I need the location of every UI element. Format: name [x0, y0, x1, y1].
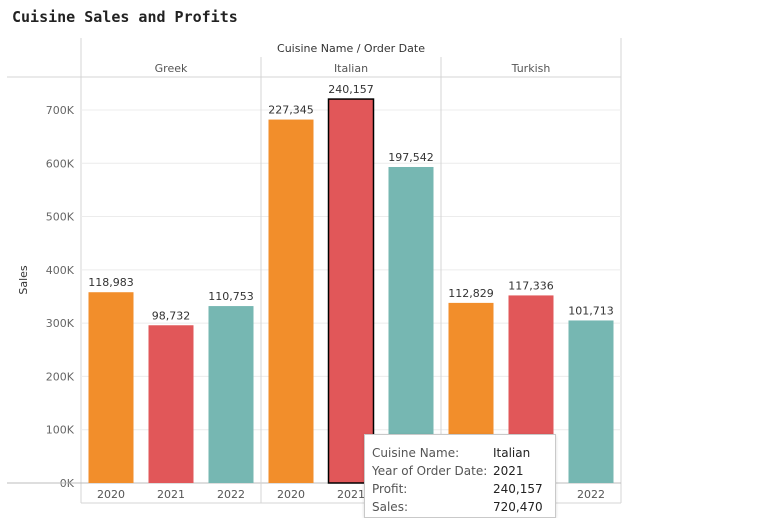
tooltip-profit-value: 240,157 [493, 482, 543, 496]
data-label: 101,713 [568, 304, 614, 317]
y-axis-title: Sales [17, 265, 30, 295]
tooltip-year-value: 2021 [493, 464, 524, 478]
chart-title: Cuisine Sales and Profits [12, 8, 238, 26]
y-tick-label: 600K [46, 157, 75, 170]
bar-greek-2022 [208, 306, 254, 483]
header-title: Cuisine Name / Order Date [277, 42, 425, 55]
y-tick-label: 400K [46, 264, 75, 277]
bar-italian-2021 [327, 98, 375, 484]
data-label: 197,542 [388, 151, 434, 164]
data-label: 98,732 [152, 309, 191, 322]
y-tick-label: 200K [46, 370, 75, 383]
bar-greek-2021 [148, 325, 194, 483]
bar-italian-2022 [388, 166, 434, 484]
x-tick-label: 2020 [97, 488, 125, 501]
y-tick-label: 300K [46, 317, 75, 330]
tooltip-year-label: Year of Order Date: [372, 464, 488, 478]
bar-italian-2020 [268, 119, 314, 483]
data-label: 117,336 [508, 279, 554, 292]
tooltip-sales-label: Sales: [372, 500, 408, 514]
data-label: 112,829 [448, 287, 494, 300]
x-tick-label: 2021 [337, 488, 365, 501]
y-tick-label: 700K [46, 104, 75, 117]
x-tick-label: 2022 [217, 488, 245, 501]
group-header-greek: Greek [155, 62, 188, 75]
tooltip-cuisine-value: Italian [493, 446, 531, 460]
x-tick-label: 2022 [577, 488, 605, 501]
data-label: 118,983 [88, 276, 134, 289]
tooltip-profit-label: Profit: [372, 482, 408, 496]
y-tick-label: 100K [46, 424, 75, 437]
tooltip-cuisine-label: Cuisine Name: [372, 446, 460, 460]
group-header-italian: Italian [334, 62, 368, 75]
bar-greek-2020 [88, 292, 134, 483]
data-label: 240,157 [328, 83, 374, 96]
data-label: 227,345 [268, 104, 314, 117]
data-label: 110,753 [208, 290, 254, 303]
tooltip: Cuisine Name: Italian Year of Order Date… [364, 434, 556, 518]
tooltip-sales-value: 720,470 [493, 500, 543, 514]
bar-turkish-2022 [568, 320, 614, 483]
group-header-turkish: Turkish [511, 62, 551, 75]
x-tick-label: 2020 [277, 488, 305, 501]
x-tick-label: 2021 [157, 488, 185, 501]
y-tick-label: 500K [46, 211, 75, 224]
